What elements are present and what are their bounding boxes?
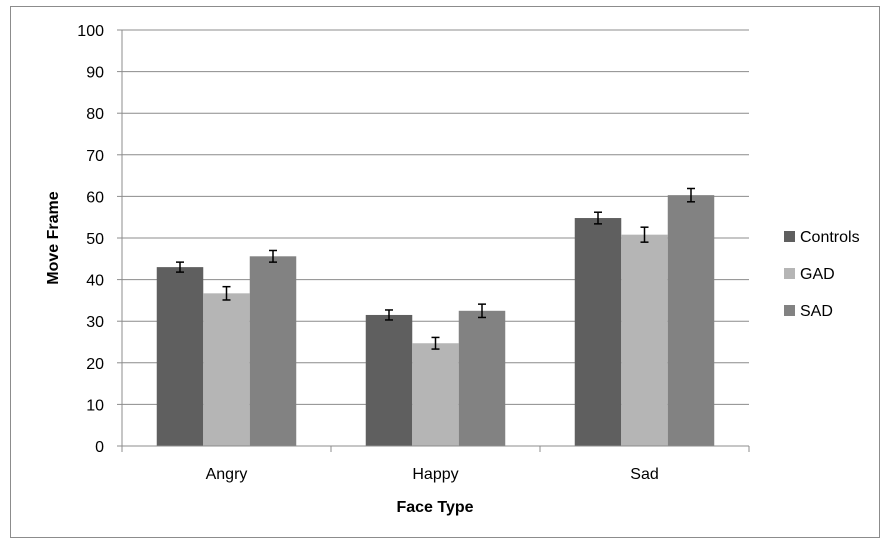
- y-tick-label: 0: [95, 439, 104, 456]
- bar-sad-sad: [667, 195, 715, 446]
- axes: [117, 29, 750, 452]
- y-tick-label: 70: [86, 148, 104, 165]
- bar-gad-happy: [412, 343, 459, 446]
- y-tick-label: 10: [86, 397, 104, 414]
- y-tick-label: 90: [86, 65, 104, 82]
- error-bar: [640, 226, 649, 243]
- legend-swatch: [784, 305, 795, 316]
- legend-label: GAD: [800, 266, 835, 283]
- bar-sad-happy: [458, 310, 506, 446]
- error-bar: [687, 187, 695, 203]
- x-tick-label: Sad: [630, 466, 658, 483]
- y-tick-label: 30: [86, 314, 104, 331]
- error-bar: [222, 285, 231, 301]
- error-bar: [269, 249, 277, 263]
- error-bar: [385, 309, 393, 321]
- bar-controls-angry: [156, 267, 204, 446]
- legend-item: Controls: [784, 229, 860, 246]
- chart-frame: [10, 6, 880, 538]
- x-axis-label: Face Type: [396, 499, 473, 516]
- x-tick-label: Angry: [206, 466, 248, 483]
- legend-label: Controls: [800, 229, 860, 246]
- bar-sad-angry: [249, 256, 297, 446]
- legend-swatch: [784, 268, 795, 279]
- y-tick-label: 50: [86, 231, 104, 248]
- legend-item: GAD: [784, 266, 835, 283]
- bar-controls-happy: [365, 314, 413, 446]
- x-tick-labels: Angry Happy Sad: [206, 466, 659, 483]
- bar-gad-angry: [203, 293, 250, 446]
- bar-controls-sad: [574, 218, 622, 446]
- x-tick-label: Happy: [412, 466, 458, 483]
- y-tick-label: 80: [86, 106, 104, 123]
- error-bars: [176, 187, 695, 350]
- bars: [156, 195, 715, 446]
- legend: Controls GAD SAD: [784, 229, 860, 320]
- y-axis-label: Move Frame: [45, 191, 62, 284]
- y-tick-label: 60: [86, 189, 104, 206]
- error-bar: [176, 261, 184, 273]
- y-tick-label: 40: [86, 273, 104, 290]
- y-tick-label: 20: [86, 356, 104, 373]
- y-tick-label: 100: [77, 23, 104, 40]
- legend-label: SAD: [800, 303, 833, 320]
- error-bar: [431, 336, 440, 350]
- y-tick-labels: 0 10 20 30 40 50 60 70 80 90 100: [77, 23, 104, 456]
- bar-gad-sad: [621, 234, 668, 446]
- error-bar: [594, 211, 602, 225]
- legend-item: SAD: [784, 303, 833, 320]
- error-bar: [478, 303, 486, 319]
- legend-swatch: [784, 231, 795, 242]
